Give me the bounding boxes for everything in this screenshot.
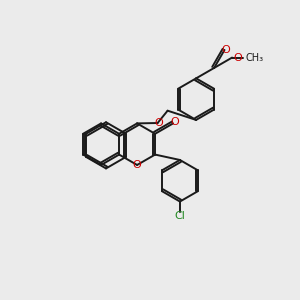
- Text: Cl: Cl: [175, 211, 185, 221]
- Text: O: O: [170, 117, 179, 127]
- Text: CH₃: CH₃: [246, 52, 264, 63]
- Text: O: O: [133, 160, 142, 170]
- Text: O: O: [233, 52, 242, 63]
- Text: O: O: [222, 45, 230, 55]
- Text: O: O: [154, 118, 163, 128]
